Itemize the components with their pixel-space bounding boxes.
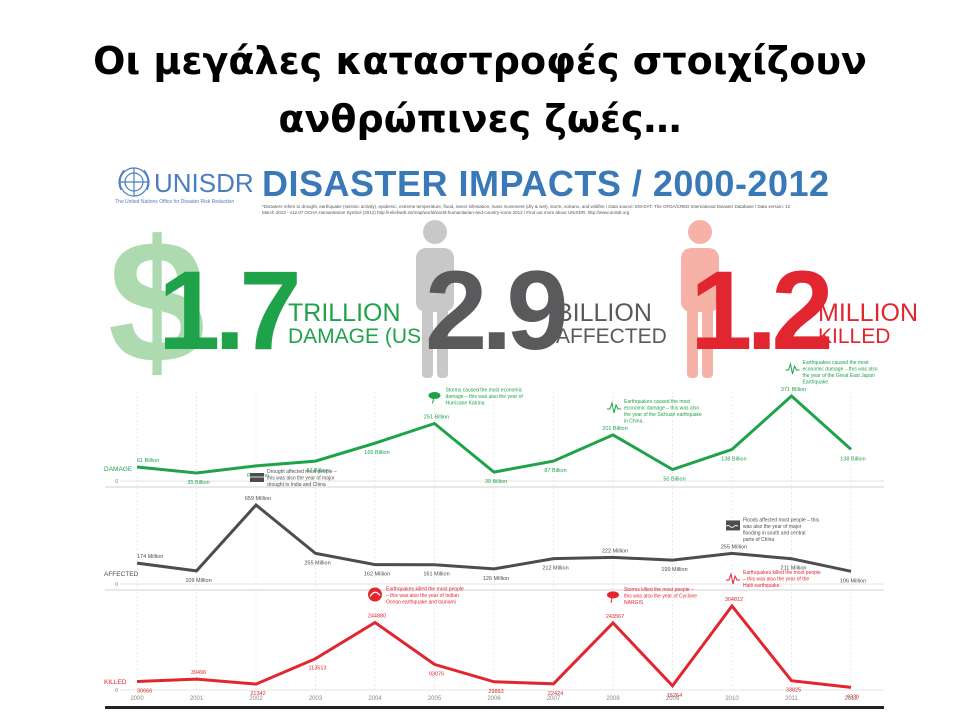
affected-data-label: 126 Million bbox=[483, 576, 509, 582]
killed-data-label: 39496 bbox=[191, 670, 206, 676]
affected-data-label: 211 Million bbox=[781, 566, 807, 572]
killed-data-label: 15264 bbox=[667, 693, 682, 699]
tsunami-icon bbox=[368, 587, 382, 602]
un-emblem-logo bbox=[118, 167, 150, 197]
flood-icon bbox=[725, 520, 740, 531]
affected-data-label: 212 Million bbox=[542, 566, 568, 572]
logo-subtitle: The United Nations Office for Disaster R… bbox=[115, 199, 235, 205]
damage-caption: DAMAGE (USD) bbox=[288, 325, 444, 348]
year-tick-label: 2002 bbox=[249, 696, 263, 702]
damage-data-label: 35 Billion bbox=[187, 480, 209, 486]
damage-series-label: DAMAGE bbox=[104, 466, 133, 473]
earthquake-icon bbox=[785, 362, 800, 375]
killed-data-label: 33825 bbox=[786, 688, 801, 694]
damage-value: 1.7 bbox=[158, 248, 302, 373]
killed-zero-label: 0 bbox=[115, 688, 118, 694]
bottom-rule bbox=[105, 706, 884, 709]
killed-data-label: 93076 bbox=[429, 671, 444, 677]
affected-data-label: 162 Million bbox=[364, 572, 390, 578]
affected-data-label: 222 Million bbox=[602, 548, 628, 554]
killed-line bbox=[136, 603, 852, 689]
damage-data-label: 201 Billion bbox=[602, 426, 627, 432]
person-icon bbox=[416, 220, 454, 378]
dollar-icon: $ bbox=[108, 222, 205, 382]
affected-annotation: Drought affected most people – this was a… bbox=[267, 469, 337, 488]
damage-data-label: 50 Billion bbox=[663, 477, 685, 483]
damage-data-label: 138 Billion bbox=[840, 456, 865, 462]
year-tick-label: 2010 bbox=[725, 696, 739, 702]
killed-data-label: 21342 bbox=[250, 691, 265, 697]
person-icon-killed bbox=[681, 220, 719, 378]
year-tick-label: 2011 bbox=[785, 696, 799, 702]
earthquake-icon bbox=[607, 401, 621, 414]
affected-annotation: Floods affected most people – this was al… bbox=[743, 517, 820, 543]
affected-data-label: 106 Million bbox=[840, 578, 866, 584]
damage-zero-label: 0 bbox=[115, 479, 118, 485]
affected-data-label: 161 Million bbox=[423, 572, 449, 578]
damage-annotation: Earthquakes caused the most economic dama… bbox=[803, 360, 878, 386]
damage-line bbox=[136, 393, 853, 475]
killed-annotation: Storms killed the most people – this was … bbox=[624, 587, 697, 606]
year-tick-label: 2008 bbox=[606, 696, 620, 702]
affected-series-label: AFFECTED bbox=[104, 571, 139, 578]
damage-annotation: Earthquakes caused the most economic dama… bbox=[624, 399, 702, 425]
damage-data-label: 371 Billion bbox=[781, 387, 806, 393]
affected-caption: AFFECTED bbox=[556, 325, 667, 348]
killed-annotation: Earthquakes killed the most people – this… bbox=[743, 570, 821, 589]
storm-icon bbox=[607, 591, 619, 603]
year-tick-label: 2005 bbox=[428, 696, 442, 702]
drought-icon bbox=[250, 473, 264, 482]
year-tick-label: 2009 bbox=[666, 696, 680, 702]
killed-data-label: 30666 bbox=[137, 689, 152, 695]
svg-text:$: $ bbox=[108, 222, 205, 382]
affected-unit: BILLION bbox=[556, 299, 652, 327]
killed-data-label: 9330 bbox=[847, 694, 859, 700]
year-tick-label: 2004 bbox=[368, 696, 382, 702]
killed-data-label: 29893 bbox=[488, 689, 503, 695]
killed-data-label: 244880 bbox=[368, 614, 386, 620]
killed-data-label: 113513 bbox=[309, 666, 327, 672]
year-tick-label: 2000 bbox=[130, 696, 144, 702]
logo-text: UNISDR bbox=[154, 168, 254, 198]
storm-icon bbox=[428, 391, 441, 404]
killed-series-label: KILLED bbox=[104, 679, 127, 686]
killed-data-label: 243567 bbox=[606, 614, 624, 620]
killed-unit: MILLION bbox=[818, 299, 919, 327]
infographic-note: *Disasters refers to drought, earthquake… bbox=[262, 204, 791, 215]
affected-data-label: 255 Million bbox=[304, 560, 330, 566]
infographic-title: DISASTER IMPACTS / 2000-2012 bbox=[262, 163, 830, 204]
damage-data-label: 165 Billion bbox=[364, 450, 389, 456]
affected-line bbox=[136, 502, 852, 573]
killed-data-label: 22424 bbox=[548, 691, 563, 697]
earthquake-icon bbox=[726, 572, 740, 585]
damage-data-label: 87 Billion bbox=[306, 468, 328, 474]
damage-data-label: 39 Billion bbox=[485, 479, 507, 485]
year-tick-label: 2006 bbox=[487, 696, 501, 702]
killed-caption: KILLED bbox=[818, 325, 891, 348]
killed-data-label: 304812 bbox=[725, 597, 743, 603]
affected-data-label: 174 Million bbox=[137, 554, 163, 560]
affected-data-label: 659 Million bbox=[245, 496, 271, 502]
damage-data-label: 61 Billion bbox=[137, 458, 159, 464]
killed-value: 1.2 bbox=[690, 248, 834, 373]
year-tick-label: 2012 bbox=[844, 696, 858, 702]
year-tick-label: 2007 bbox=[547, 696, 561, 702]
affected-data-label: 255 Million bbox=[721, 544, 747, 550]
damage-annotation: Storms caused the most economic damage – … bbox=[446, 387, 524, 406]
year-tick-label: 2003 bbox=[309, 696, 323, 702]
year-tick-label: 2001 bbox=[190, 696, 204, 702]
damage-data-label: 87 Billion bbox=[544, 468, 566, 474]
affected-data-label: 199 Million bbox=[661, 567, 687, 573]
affected-zero-label: 0 bbox=[115, 582, 118, 588]
affected-value: 2.9 bbox=[425, 248, 569, 373]
killed-annotation: Earthquakes killed the most people – this… bbox=[386, 587, 464, 606]
slide-title-line-1: Οι μεγάλες καταστροφές στοιχίζουν bbox=[93, 39, 867, 83]
damage-data-label: 251 Billion bbox=[424, 414, 449, 420]
affected-data-label: 109 Million bbox=[185, 578, 211, 584]
slide-title: Οι μεγάλες καταστροφές στοιχίζουν ανθρώπ… bbox=[0, 32, 960, 148]
slide-title-line-2: ανθρώπινες ζωές… bbox=[278, 97, 682, 141]
damage-data-label: 138 Billion bbox=[721, 456, 746, 462]
damage-unit: TRILLION bbox=[288, 299, 401, 327]
